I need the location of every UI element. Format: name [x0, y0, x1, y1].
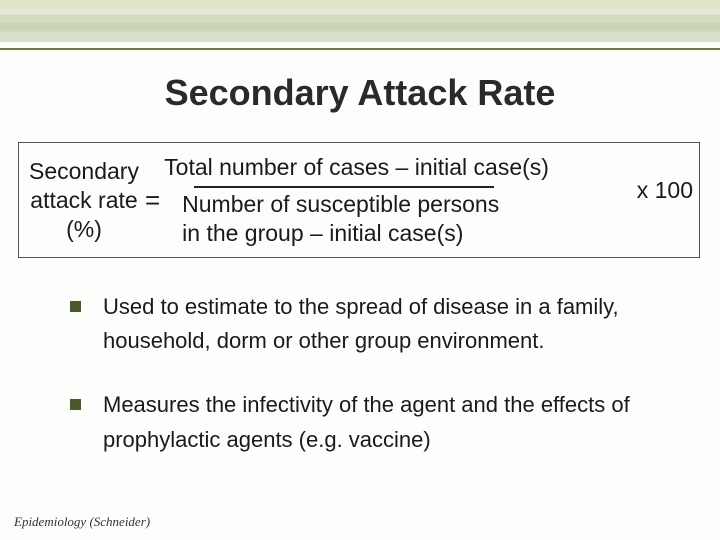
bullet-list: Used to estimate to the spread of diseas… [70, 290, 680, 456]
lhs-line1: Secondary [29, 157, 139, 186]
list-item: Used to estimate to the spread of diseas… [70, 290, 680, 358]
fraction-line [194, 186, 494, 188]
formula-lhs: Secondary attack rate (%) [29, 157, 143, 243]
denom-line2: in the group – initial case(s) [182, 219, 499, 248]
formula-container: Secondary attack rate (%) = Total number… [18, 142, 700, 258]
slide-title: Secondary Attack Rate [0, 72, 720, 114]
equals-sign: = [143, 185, 164, 216]
formula-rhs: Total number of cases – initial case(s) … [164, 153, 693, 247]
horizontal-divider [0, 48, 720, 50]
footer-citation: Epidemiology (Schneider) [14, 514, 150, 530]
square-bullet-icon [70, 399, 81, 410]
numerator: Total number of cases – initial case(s) [164, 153, 549, 182]
denominator: Number of susceptible persons in the gro… [164, 190, 499, 248]
denom-line1: Number of susceptible persons [182, 190, 499, 219]
bullet-text: Measures the infectivity of the agent an… [103, 388, 680, 456]
multiplier: x 100 [629, 176, 693, 205]
square-bullet-icon [70, 301, 81, 312]
bullet-text: Used to estimate to the spread of diseas… [103, 290, 680, 358]
formula: Secondary attack rate (%) = Total number… [29, 153, 693, 247]
lhs-line2: attack rate [29, 186, 139, 215]
decorative-top-band [0, 0, 720, 42]
list-item: Measures the infectivity of the agent an… [70, 388, 680, 456]
lhs-line3: (%) [29, 215, 139, 244]
